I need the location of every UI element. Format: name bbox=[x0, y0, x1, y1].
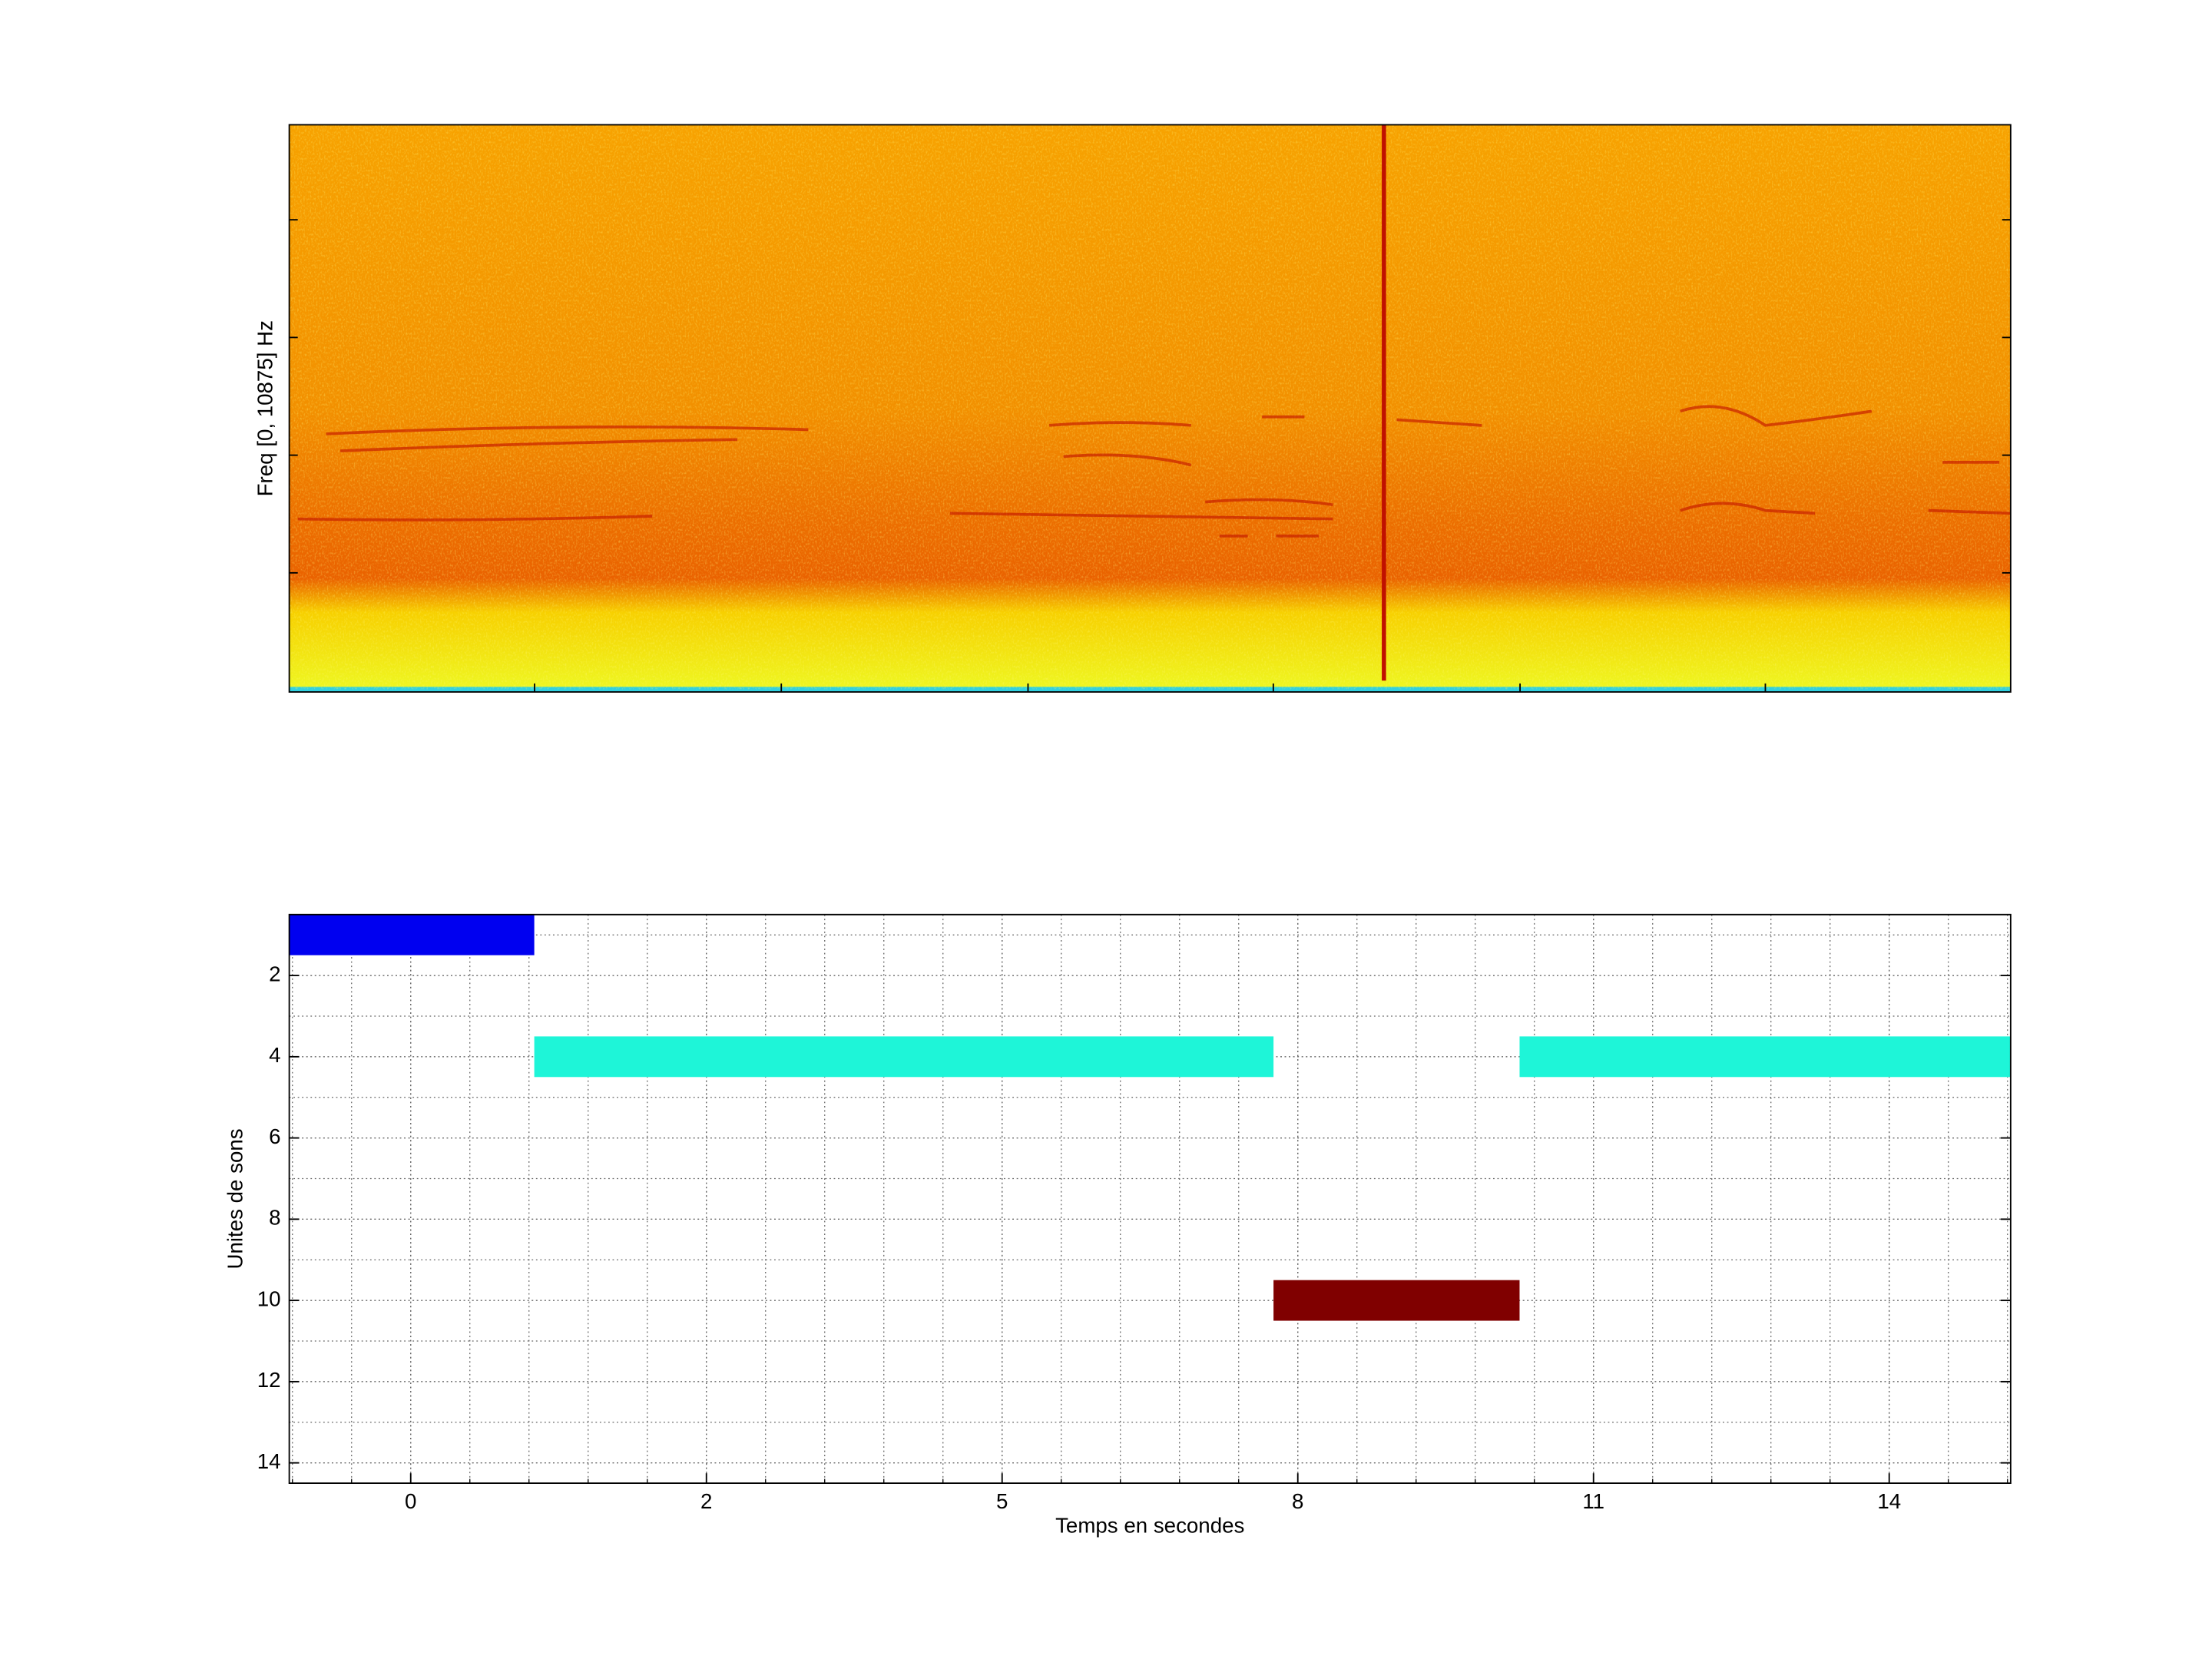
x-tick-label: 14 bbox=[1877, 1489, 1901, 1513]
y-tick-label: 4 bbox=[269, 1043, 280, 1067]
sound-unit-bar bbox=[534, 1036, 1274, 1078]
sound-unit-bar bbox=[1519, 1036, 2011, 1078]
y-tick-label: 10 bbox=[257, 1286, 281, 1310]
y-tick-label: 2 bbox=[269, 962, 280, 985]
y-tick-label: 6 bbox=[269, 1124, 280, 1148]
spectrogram-noise bbox=[289, 124, 2011, 690]
spectrogram-streaks bbox=[297, 405, 2011, 538]
y-tick-label: 12 bbox=[257, 1368, 281, 1392]
y-axis-label: Freq [0, 10875] Hz bbox=[253, 320, 276, 496]
x-tick-label: 11 bbox=[1582, 1489, 1604, 1513]
spectrogram-ticks bbox=[289, 219, 2011, 692]
sound-unit-bar bbox=[289, 914, 535, 955]
y-tick-label: 8 bbox=[269, 1206, 280, 1230]
x-tick-label: 8 bbox=[1292, 1489, 1303, 1513]
sound-unit-bar bbox=[1273, 1280, 1520, 1321]
timeline-panel: 0 2 5 8 11 14 2 4 6 8 10 12 14 Temps en secondes Unite… bbox=[224, 913, 2012, 1538]
x-tick-label: 2 bbox=[700, 1489, 712, 1513]
axes-frame bbox=[288, 913, 2012, 1484]
x-tick-label: 0 bbox=[405, 1489, 416, 1513]
y-tick-label: 14 bbox=[257, 1449, 281, 1473]
spectrogram-panel: Freq [0, 10875] Hz bbox=[253, 124, 2012, 693]
x-tick-label: 5 bbox=[996, 1489, 1008, 1513]
y-axis-label: Unites de sons bbox=[224, 1128, 247, 1269]
spectrogram-frame bbox=[288, 124, 2012, 693]
x-axis-label: Temps en secondes bbox=[1055, 1514, 1244, 1538]
